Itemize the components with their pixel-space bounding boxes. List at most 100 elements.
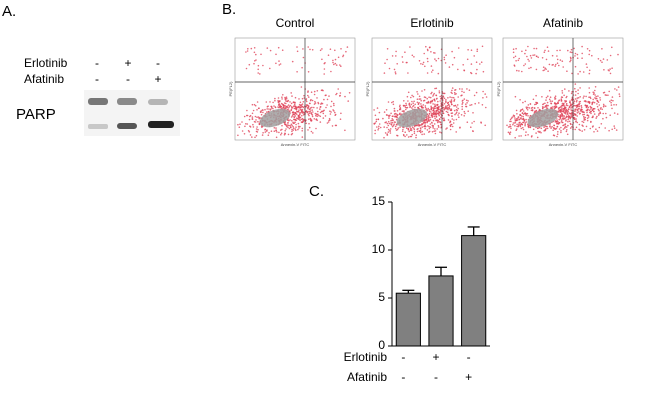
event-dot <box>565 104 568 106</box>
event-dot <box>566 95 568 98</box>
event-dot <box>613 127 616 129</box>
event-dot <box>511 116 514 118</box>
event-dot <box>450 102 453 104</box>
event-dot <box>237 123 239 126</box>
event-dot <box>558 128 561 130</box>
event-dot <box>260 111 262 113</box>
event-dot <box>573 100 576 102</box>
event-dot <box>249 114 252 117</box>
event-dot <box>264 131 267 133</box>
event-dot <box>437 126 440 128</box>
event-dot <box>520 135 522 137</box>
event-dot <box>425 102 428 104</box>
event-dot <box>435 113 438 116</box>
event-dot <box>307 94 309 97</box>
event-dot <box>578 105 581 108</box>
event-dot <box>340 48 342 50</box>
event-dot <box>302 101 305 103</box>
event-dot <box>451 63 454 66</box>
event-dot <box>448 105 451 107</box>
event-dot <box>568 108 570 111</box>
event-dot <box>583 111 585 114</box>
event-dot <box>413 100 415 103</box>
event-dot <box>320 102 323 104</box>
event-dot <box>576 104 579 106</box>
event-dot <box>434 103 436 106</box>
event-dot <box>586 48 589 50</box>
event-dot <box>570 104 572 107</box>
event-dot <box>245 123 247 125</box>
event-dot <box>245 51 247 53</box>
event-dot <box>295 123 297 126</box>
event-dot <box>472 112 474 114</box>
event-dot <box>545 68 547 70</box>
event-dot <box>570 109 572 111</box>
event-dot <box>277 99 279 102</box>
event-dot <box>611 107 613 110</box>
event-dot <box>328 119 330 122</box>
event-dot <box>591 116 593 119</box>
event-dot <box>378 111 381 114</box>
event-dot <box>453 105 455 107</box>
event-dot <box>391 125 394 128</box>
event-dot <box>560 131 562 134</box>
event-dot <box>284 123 286 125</box>
event-dot <box>253 62 255 65</box>
event-dot <box>438 118 441 120</box>
event-dot <box>561 119 563 121</box>
event-dot <box>564 88 566 90</box>
event-dot <box>545 58 548 61</box>
event-dot <box>432 127 435 129</box>
event-dot <box>575 106 578 109</box>
event-dot <box>333 110 335 112</box>
event-dot <box>518 135 520 137</box>
event-dot <box>345 50 347 53</box>
event-dot <box>395 50 397 53</box>
event-dot <box>255 134 258 137</box>
event-dot <box>547 104 549 107</box>
event-dot <box>308 110 311 113</box>
event-dot <box>433 110 435 112</box>
event-dot <box>326 98 329 101</box>
event-dot <box>598 104 601 106</box>
event-dot <box>413 130 416 133</box>
event-dot <box>454 113 456 116</box>
event-dot <box>424 123 426 125</box>
event-dot <box>575 100 578 103</box>
event-dot <box>530 107 533 109</box>
event-dot <box>249 126 252 128</box>
event-dot <box>589 97 592 100</box>
event-dot <box>257 120 259 123</box>
event-dot <box>509 118 512 121</box>
event-dot <box>517 124 520 127</box>
event-dot <box>574 118 576 120</box>
event-dot <box>424 121 427 124</box>
event-dot <box>567 112 569 114</box>
event-dot <box>307 90 309 92</box>
event-dot <box>533 47 535 50</box>
event-dot <box>409 129 412 132</box>
event-dot <box>293 107 296 110</box>
y-axis-title: PE(FL2) <box>365 81 370 97</box>
event-dot <box>290 123 293 126</box>
event-dot <box>277 46 280 49</box>
event-dot <box>558 109 561 112</box>
event-dot <box>450 100 453 103</box>
event-dot <box>555 104 557 106</box>
event-dot <box>559 49 561 52</box>
event-dot <box>321 89 324 91</box>
event-dot <box>521 70 523 73</box>
event-dot <box>538 126 541 129</box>
event-dot <box>340 112 342 115</box>
event-dot <box>427 116 430 118</box>
event-dot <box>578 113 581 115</box>
event-dot <box>576 53 579 56</box>
event-dot <box>517 59 520 62</box>
event-dot <box>342 55 344 58</box>
event-dot <box>412 102 415 104</box>
treatment-sign: - <box>401 370 405 384</box>
event-dot <box>436 97 438 100</box>
event-dot <box>395 115 397 118</box>
event-dot <box>524 112 526 114</box>
event-dot <box>431 91 433 94</box>
